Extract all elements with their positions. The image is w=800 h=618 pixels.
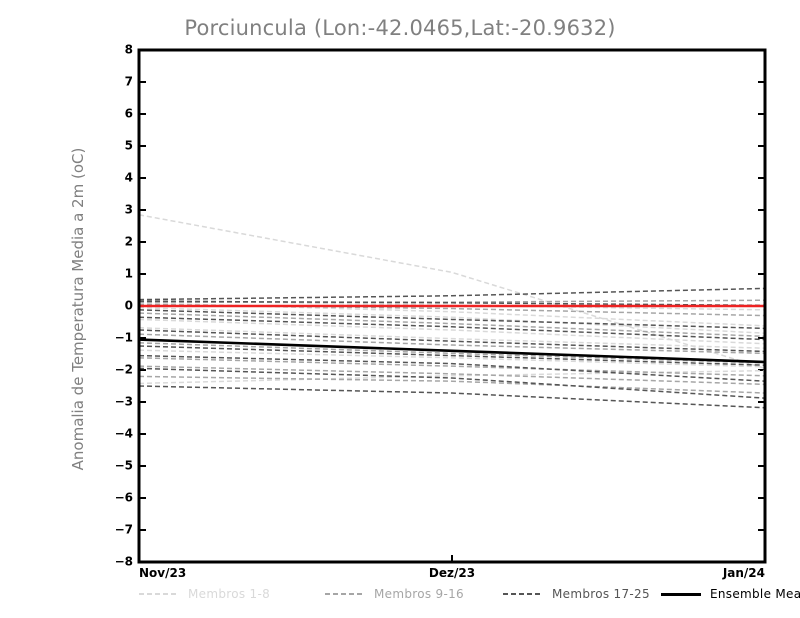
legend-swatch-icon bbox=[325, 593, 365, 595]
series-lines bbox=[138, 214, 766, 409]
member-line bbox=[138, 214, 766, 370]
legend-label: Membros 17-25 bbox=[552, 587, 650, 601]
member-line bbox=[138, 354, 766, 382]
y-tick-label: 2 bbox=[125, 235, 133, 249]
page-title: Porciuncula (Lon:-42.0465,Lat:-20.9632) bbox=[184, 16, 616, 40]
member-line bbox=[138, 300, 766, 307]
legend-item: Ensemble Mean bbox=[661, 585, 800, 603]
member-line bbox=[138, 367, 766, 399]
member-line bbox=[138, 318, 766, 345]
y-tick-label: −8 bbox=[115, 555, 133, 569]
member-line bbox=[138, 329, 766, 353]
legend-label: Membros 9-16 bbox=[374, 587, 464, 601]
y-tick-label: 6 bbox=[125, 107, 133, 121]
y-tick-label: −4 bbox=[115, 427, 133, 441]
y-tick-label: 3 bbox=[125, 203, 133, 217]
y-tick-label: 0 bbox=[125, 299, 133, 313]
legend-swatch-icon bbox=[661, 592, 701, 596]
member-line bbox=[138, 357, 766, 377]
legend-item: Membros 9-16 bbox=[325, 585, 464, 603]
y-tick-label: −2 bbox=[115, 363, 133, 377]
member-line bbox=[138, 349, 766, 368]
y-tick-label: −7 bbox=[115, 523, 133, 537]
member-line bbox=[138, 345, 766, 366]
member-line bbox=[138, 306, 766, 334]
member-line bbox=[138, 309, 766, 330]
legend-swatch-icon bbox=[503, 593, 543, 595]
y-tick-label: 7 bbox=[125, 75, 133, 89]
member-line bbox=[138, 375, 766, 394]
x-tick-label: Dez/23 bbox=[429, 566, 475, 580]
y-tick-label: 4 bbox=[125, 171, 133, 185]
x-tick-label: Nov/23 bbox=[139, 566, 186, 580]
legend-label: Ensemble Mean bbox=[710, 587, 800, 601]
chart-legend: Membros 1-8 Membros 9-16 Membros 17-25 Ense… bbox=[139, 585, 800, 605]
member-line bbox=[139, 299, 766, 303]
y-tick-label: −3 bbox=[115, 395, 133, 409]
y-tick-label: −6 bbox=[115, 491, 133, 505]
legend-item: Membros 1-8 bbox=[139, 585, 270, 603]
legend-label: Membros 1-8 bbox=[188, 587, 271, 601]
y-tick-label: 8 bbox=[125, 43, 133, 57]
ensemble-mean-line bbox=[138, 338, 766, 364]
member-line bbox=[138, 342, 766, 364]
axes-frame bbox=[137, 48, 767, 564]
member-line bbox=[138, 312, 766, 338]
member-line bbox=[138, 365, 766, 386]
y-tick-label: −5 bbox=[115, 459, 133, 473]
y-tick-label: −1 bbox=[115, 331, 133, 345]
member-line bbox=[138, 287, 766, 301]
y-tick-label: 1 bbox=[125, 267, 133, 281]
x-tick-label: Jan/24 bbox=[722, 566, 765, 580]
member-line bbox=[138, 333, 766, 355]
member-line bbox=[138, 316, 766, 341]
y-tick-label: 5 bbox=[125, 139, 133, 153]
legend-swatch-icon bbox=[139, 593, 179, 595]
member-line bbox=[138, 327, 766, 349]
member-line bbox=[138, 385, 766, 409]
legend-item: Membros 17-25 bbox=[503, 585, 650, 603]
x-axis-ticks: Nov/23 Dez/23 Jan/24 bbox=[138, 555, 766, 580]
